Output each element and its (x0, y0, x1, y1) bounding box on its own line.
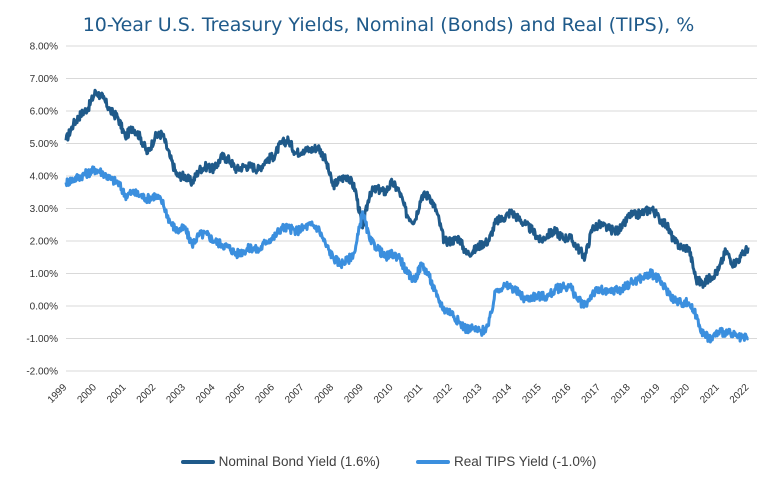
x-tick-label: 2017 (580, 382, 604, 406)
chart-title: 10-Year U.S. Treasury Yields, Nominal (B… (82, 14, 695, 36)
x-tick-label: 2005 (224, 382, 248, 406)
series-line-nominal (64, 88, 750, 289)
legend-label-nominal: Nominal Bond Yield (1.6%) (218, 454, 381, 469)
x-tick-label: 2013 (461, 382, 485, 406)
x-tick-label: 2011 (402, 382, 425, 405)
legend: Nominal Bond Yield (1.6%) Real TIPS Yiel… (0, 454, 777, 469)
x-tick-label: 2014 (491, 382, 515, 406)
x-tick-label: 1999 (46, 382, 70, 406)
y-tick-label: 2.00% (30, 237, 58, 248)
x-tick-label: 2012 (431, 382, 455, 406)
x-tick-label: 2006 (253, 382, 277, 406)
y-tick-label: 6.00% (30, 107, 58, 118)
x-tick-label: 2010 (372, 382, 396, 406)
x-tick-label: 2021 (698, 382, 722, 406)
y-tick-label: 1.00% (30, 269, 58, 280)
y-axis-ticks: 8.00% 7.00% 6.00% 5.00% 4.00% 3.00% 2.00% 1.00%… (26, 42, 58, 378)
legend-swatch-real (416, 459, 451, 464)
x-tick-label: 2020 (669, 382, 693, 406)
y-tick-label: -1.00% (26, 334, 58, 345)
series-lines (64, 88, 750, 344)
y-tick-label: 4.00% (30, 172, 58, 183)
y-tick-label: 8.00% (30, 42, 58, 53)
x-tick-label: 2008 (313, 382, 337, 406)
x-tick-label: 2001 (105, 382, 129, 406)
series-line-real (64, 165, 749, 344)
x-tick-label: 2009 (342, 382, 366, 406)
x-tick-label: 2015 (520, 382, 544, 406)
x-tick-label: 2019 (639, 382, 663, 406)
x-axis-ticks: 1999 2000 2001 2002 2003 2004 2005 2006 2007 2008… (46, 382, 752, 406)
y-tick-label: 3.00% (30, 204, 58, 215)
x-tick-label: 2007 (283, 382, 307, 406)
x-tick-label: 2016 (550, 382, 574, 406)
x-tick-label: 2003 (164, 382, 188, 406)
x-tick-label: 2004 (194, 382, 218, 406)
legend-label-real: Real TIPS Yield (-1.0%) (454, 454, 597, 469)
legend-item-nominal: Nominal Bond Yield (1.6%) (180, 454, 381, 469)
x-tick-label: 2018 (609, 382, 633, 406)
legend-item-real: Real TIPS Yield (-1.0%) (416, 454, 596, 469)
x-tick-label: 2000 (75, 382, 99, 406)
x-tick-label: 2022 (728, 382, 752, 406)
x-tick-label: 2002 (135, 382, 159, 406)
y-tick-label: 5.00% (30, 139, 58, 150)
y-tick-label: -2.00% (26, 367, 58, 378)
y-tick-label: 0.00% (30, 302, 58, 313)
y-tick-label: 7.00% (30, 74, 58, 85)
legend-swatch-nominal (180, 459, 215, 464)
grid-lines (66, 45, 757, 372)
